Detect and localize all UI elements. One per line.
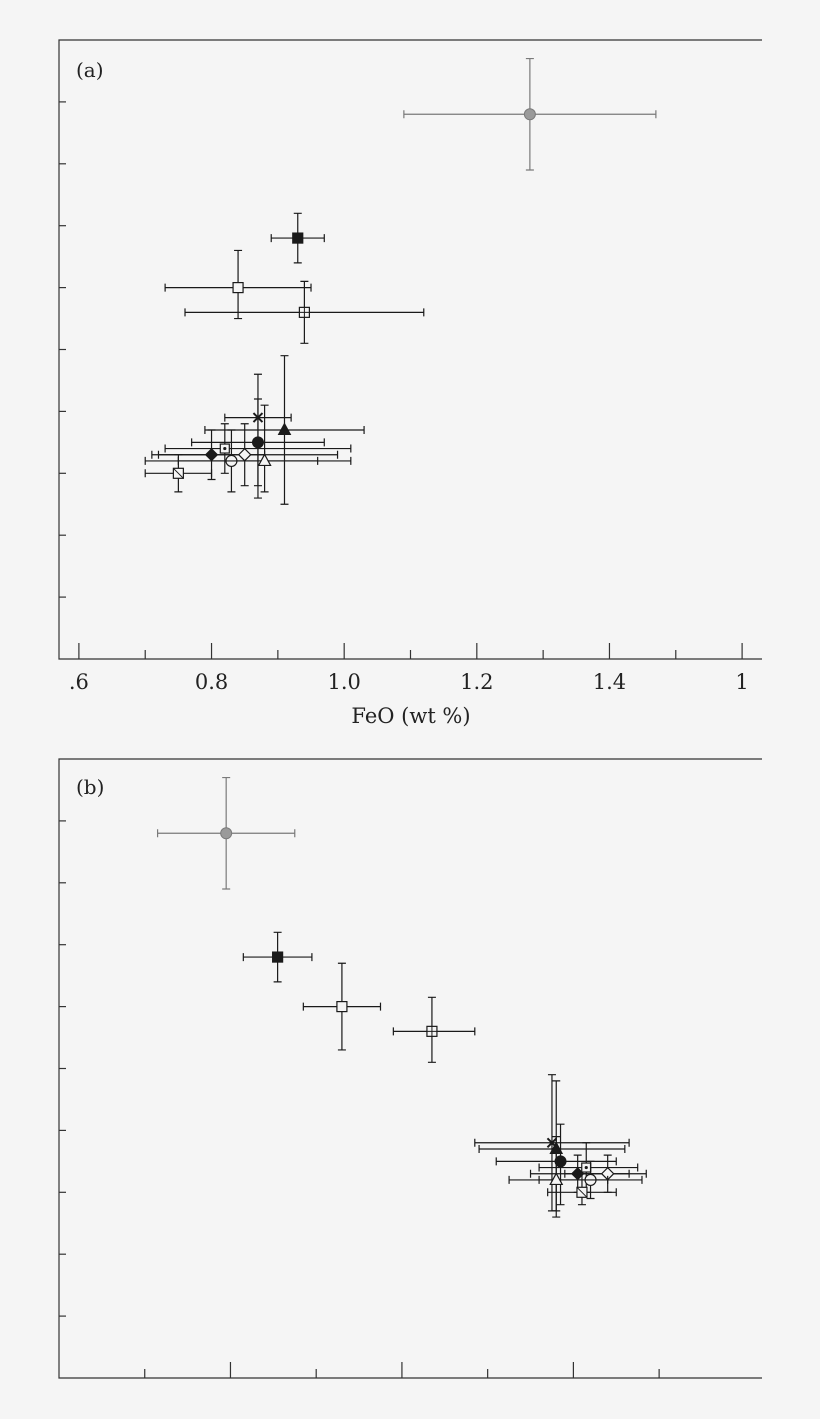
data-point-square-plus	[184, 280, 425, 344]
axes-frame	[58, 758, 762, 1379]
data-point-square-open	[302, 962, 382, 1051]
data-point-diamond-open	[151, 423, 339, 487]
x-tick-label: .6	[69, 670, 89, 694]
data-point-circle-gray	[403, 57, 657, 171]
x-tick-label: 1	[735, 670, 748, 694]
x-tick-label: 1.0	[327, 670, 360, 694]
panel-b: (b)	[58, 758, 762, 1379]
x-tick-label: 1.4	[593, 670, 626, 694]
panel-a-label: (a)	[76, 58, 104, 82]
x-tick-label: 0.8	[195, 670, 228, 694]
data-point-cross	[474, 1074, 630, 1212]
data-point-square-slash	[547, 1173, 617, 1206]
data-point-triangle-open	[508, 1135, 609, 1218]
data-point-square-dot	[164, 423, 352, 474]
data-point-square-filled	[242, 931, 313, 983]
panel-a-x-axis-title: FeO (wt %)	[351, 704, 470, 728]
data-point-square-slash	[144, 454, 213, 493]
data-point-square-open	[164, 249, 312, 320]
data-point-circle-gray	[156, 776, 296, 890]
axes-frame	[58, 39, 762, 660]
panel-a: (a) FeO (wt %) .6 0.8 1.0 1.2 1.4 1	[58, 39, 762, 728]
data-point-circle-filled	[191, 373, 325, 499]
data-point-diamond-open	[564, 1154, 647, 1193]
data-point-square-filled	[270, 212, 325, 264]
x-tick-label: 1.2	[460, 670, 493, 694]
data-point-square-dot	[538, 1142, 639, 1193]
panel-b-label: (b)	[76, 775, 104, 799]
data-point-triangle-filled	[204, 355, 365, 505]
data-point-square-plus	[392, 996, 476, 1063]
